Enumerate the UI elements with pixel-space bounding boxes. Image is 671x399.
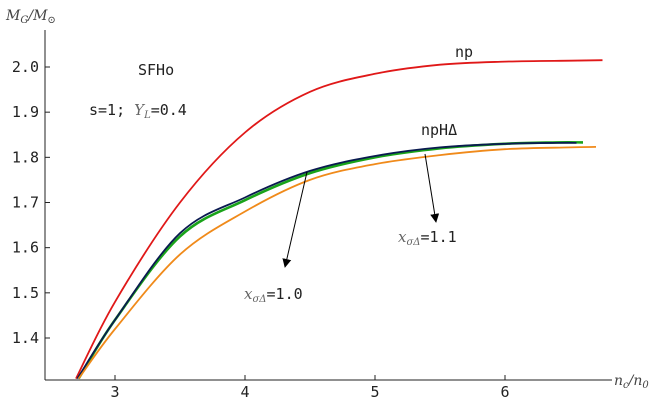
arrow-x-sigma-delta-1.1 xyxy=(424,153,440,223)
series-line-xsd-1.0 xyxy=(76,141,577,380)
series-line-np xyxy=(75,59,603,380)
x-tick-label: 5 xyxy=(370,383,379,399)
x-tick-label: 4 xyxy=(240,383,249,399)
params-label: s=1; YL=0.4 xyxy=(89,101,187,121)
y-tick-label: 1.8 xyxy=(12,148,39,166)
nphdelta-label: npHΔ xyxy=(421,121,457,139)
series-line-nphdelta xyxy=(77,141,584,380)
x-sigma-delta-1.0-label: xσΔ=1.0 xyxy=(244,285,303,305)
arrow-x-sigma-delta-1.0 xyxy=(282,171,308,268)
x-tick-label: 3 xyxy=(110,383,119,399)
y-tick-label: 2.0 xyxy=(12,58,39,76)
y-tick-label: 1.9 xyxy=(12,103,39,121)
eos-label: SFHo xyxy=(138,61,174,79)
y-tick-label: 1.6 xyxy=(12,239,39,257)
np-label: np xyxy=(455,43,473,61)
x-sigma-delta-1.1-label: xσΔ=1.1 xyxy=(398,228,457,248)
x-axis-label: nc/n0 xyxy=(614,373,649,391)
y-tick-label: 1.4 xyxy=(12,329,39,347)
y-axis-label: MG/M⊙ xyxy=(5,8,56,26)
x-tick-label: 6 xyxy=(500,383,509,399)
y-tick-label: 1.5 xyxy=(12,284,39,302)
series-line-xsd-1.1 xyxy=(77,146,597,380)
y-tick-label: 1.7 xyxy=(12,194,39,212)
